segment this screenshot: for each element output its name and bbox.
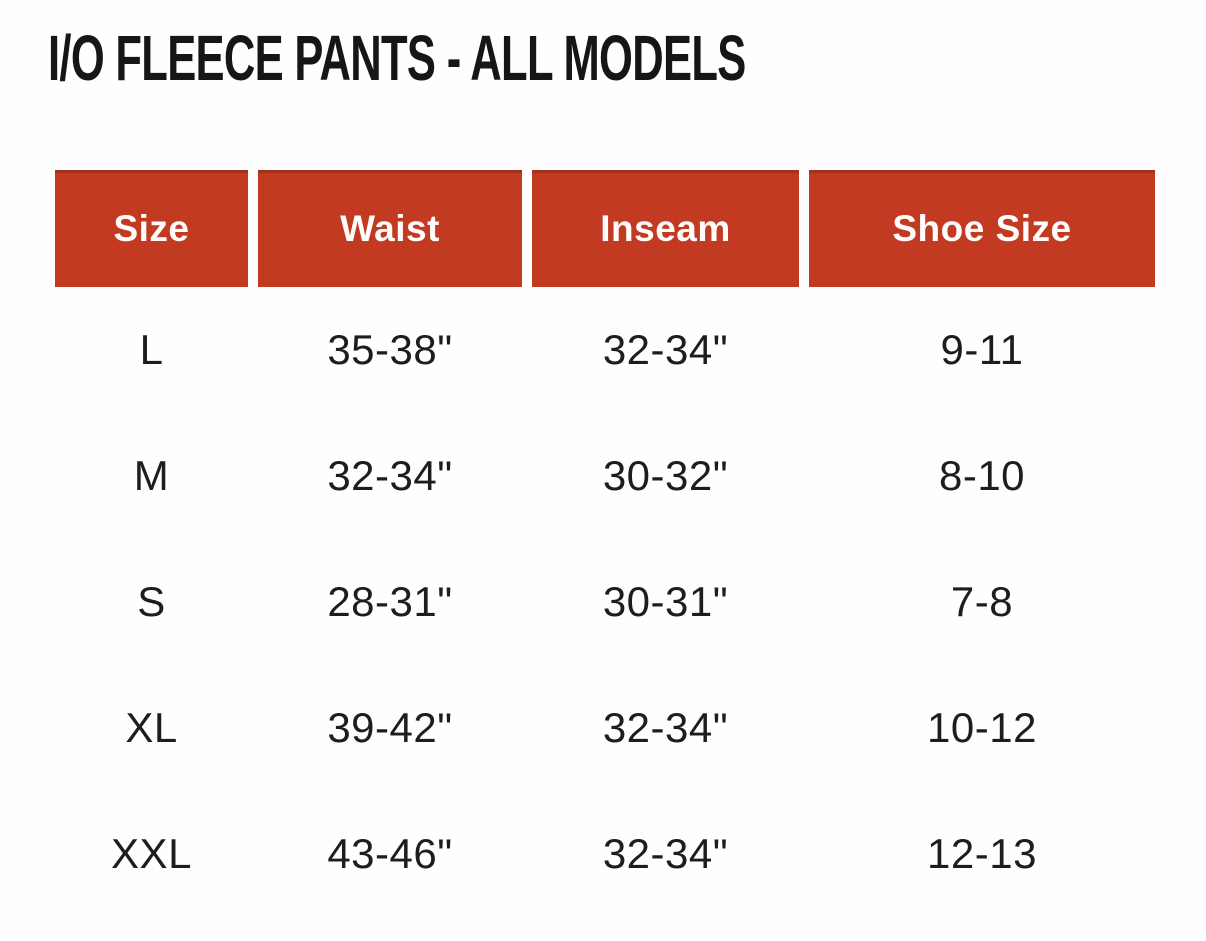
size-chart: Size Waist Inseam Shoe Size L 35-38" 32-34" 9-… — [55, 170, 1155, 917]
table-cell: XXL — [111, 830, 192, 877]
page-title: I/O FLEECE PANTS - ALL MODELS — [48, 22, 746, 94]
table-row: XXL 43-46" 32-34" 12-13 — [55, 791, 1155, 917]
table-cell: XL — [125, 704, 178, 751]
table-cell: 30-31" — [602, 578, 729, 625]
table-cell: M — [133, 452, 170, 499]
column-header-waist: Waist — [258, 170, 522, 287]
table-row: M 32-34" 30-32" 8-10 — [55, 413, 1155, 539]
table-cell: 9-11 — [940, 326, 1024, 373]
table-cell: 32-34" — [602, 326, 729, 373]
size-chart-header: Size Waist Inseam Shoe Size — [55, 170, 1155, 287]
table-cell: L — [139, 326, 164, 373]
table-cell: 32-34" — [602, 830, 729, 877]
table-cell: 39-42" — [327, 704, 453, 751]
table-cell: 12-13 — [927, 830, 1037, 877]
table-cell: 10-12 — [927, 704, 1037, 751]
table-row: S 28-31" 30-31" 7-8 — [55, 539, 1155, 665]
size-chart-body: L 35-38" 32-34" 9-11 M 32-34" 30-32" 8-10 S 28-31… — [55, 287, 1155, 917]
table-cell: 28-31" — [327, 578, 453, 625]
table-cell: S — [137, 578, 166, 625]
table-row: L 35-38" 32-34" 9-11 — [55, 287, 1155, 413]
column-header-size: Size — [55, 170, 248, 287]
table-cell: 35-38" — [327, 326, 453, 373]
table-cell: 7-8 — [950, 578, 1014, 625]
column-header-shoe-size: Shoe Size — [809, 170, 1155, 287]
table-cell: 8-10 — [938, 452, 1026, 499]
table-cell: 30-32" — [602, 452, 729, 499]
table-cell: 43-46" — [327, 830, 453, 877]
column-header-inseam: Inseam — [532, 170, 799, 287]
table-cell: 32-34" — [602, 704, 729, 751]
table-cell: 32-34" — [327, 452, 453, 499]
table-row: XL 39-42" 32-34" 10-12 — [55, 665, 1155, 791]
